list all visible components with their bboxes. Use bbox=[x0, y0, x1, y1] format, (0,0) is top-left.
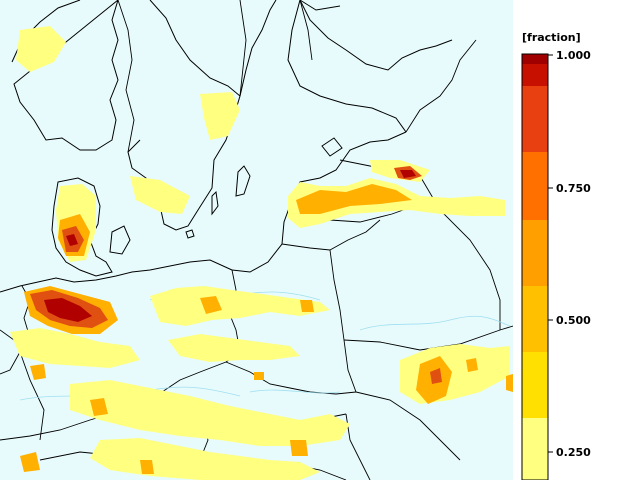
gotland bbox=[235, 165, 251, 197]
sweden-finland-border bbox=[239, 0, 247, 97]
tick-label-1000: 1.000 bbox=[556, 49, 591, 62]
field-area-south bbox=[70, 380, 350, 446]
colorbar-bin-4 bbox=[522, 220, 548, 286]
norway-sweden-border bbox=[117, 0, 135, 153]
colorbar-bin-6 bbox=[522, 86, 548, 152]
contour-pattern-4 bbox=[249, 389, 341, 394]
finland-coast bbox=[287, 0, 407, 133]
oland bbox=[211, 190, 219, 216]
colorbar-bin-2 bbox=[522, 352, 548, 418]
field-max-estonia bbox=[400, 170, 416, 178]
colorbar-bin-5 bbox=[522, 152, 548, 220]
legend-unit-label: [fraction] bbox=[522, 31, 581, 44]
gulf-bothnia-coast bbox=[239, 0, 453, 97]
poland-belarus-border bbox=[329, 249, 357, 393]
colorbar-frame bbox=[521, 53, 549, 480]
finland-russia-border bbox=[299, 0, 477, 133]
colorbar-bin-1 bbox=[522, 418, 548, 480]
field-high-spot bbox=[430, 368, 442, 384]
finland-inner bbox=[299, 0, 313, 61]
field-area-baltic bbox=[288, 178, 505, 228]
field-area-sweden-south bbox=[130, 176, 190, 214]
field-area-west-germany bbox=[10, 328, 140, 368]
tick-label-0500: 0.500 bbox=[556, 314, 591, 327]
field-area-sweden bbox=[200, 92, 240, 140]
denmark-coast bbox=[51, 177, 113, 277]
ukraine-romania-border bbox=[355, 391, 461, 461]
colorbar bbox=[521, 53, 553, 480]
continent-north-coast bbox=[0, 259, 233, 293]
field-max bbox=[44, 170, 416, 322]
coastlines bbox=[0, 0, 453, 293]
field-mid-baltic bbox=[296, 184, 412, 214]
map-panel bbox=[0, 0, 513, 480]
bornholm bbox=[185, 229, 195, 239]
saaremaa bbox=[321, 137, 343, 157]
contour-pattern-2 bbox=[359, 315, 511, 331]
field-max-nw-germany bbox=[44, 298, 92, 322]
colorbar-bin-8 bbox=[522, 54, 548, 64]
zealand bbox=[109, 225, 131, 255]
field-area-norway bbox=[16, 26, 66, 72]
poland-czech-slovakia-border bbox=[225, 361, 357, 395]
colorbar-bin-3 bbox=[522, 286, 548, 352]
kaliningrad-border bbox=[281, 243, 331, 251]
field-area-poland bbox=[168, 334, 300, 362]
tick-label-0250: 0.250 bbox=[556, 446, 591, 459]
germany-france-border bbox=[19, 351, 45, 441]
lithuania-belarus-border bbox=[329, 219, 381, 251]
field-area-germany bbox=[150, 286, 330, 326]
tick-label-0750: 0.750 bbox=[556, 182, 591, 195]
legend bbox=[513, 0, 640, 480]
field-max-denmark bbox=[66, 234, 78, 246]
